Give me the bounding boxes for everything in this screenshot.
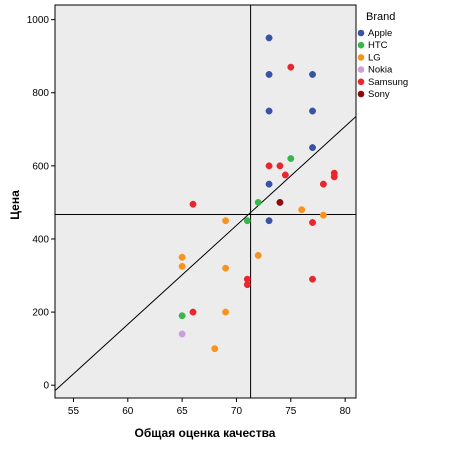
point-samsung	[281, 171, 289, 179]
legend-marker-lg	[357, 54, 365, 61]
legend-label-samsung: Samsung	[368, 77, 408, 88]
point-htc	[178, 312, 186, 320]
x-tick-label: 80	[340, 406, 352, 417]
legend-marker-apple	[357, 29, 365, 37]
point-samsung	[330, 173, 338, 181]
data-points	[178, 34, 338, 353]
fit-line-group	[55, 116, 356, 392]
y-tick-label: 600	[32, 161, 49, 172]
point-apple	[265, 34, 273, 42]
legend-label-apple: Apple	[368, 28, 392, 39]
y-tick-label: 0	[43, 381, 49, 392]
point-apple	[265, 107, 273, 115]
point-lg	[222, 217, 230, 225]
y-axis-ticks: 0 200 400 600 800 1000	[27, 15, 55, 392]
x-tick-label: 65	[177, 406, 189, 417]
point-nokia	[178, 330, 186, 338]
point-apple	[265, 217, 273, 225]
reference-lines	[55, 5, 356, 398]
point-apple	[309, 144, 316, 152]
x-axis-title: Общая оценка качества	[135, 426, 276, 440]
point-lg	[178, 253, 186, 261]
x-tick-label: 75	[285, 406, 297, 417]
x-axis-ticks: 55 60 65 70 75 80	[68, 398, 351, 417]
legend-label-sony: Sony	[368, 89, 390, 100]
x-tick-label: 60	[122, 406, 134, 417]
legend-marker-samsung	[357, 78, 365, 86]
point-lg	[298, 206, 306, 214]
point-sony	[276, 198, 284, 206]
point-apple	[265, 180, 273, 188]
point-samsung	[287, 63, 295, 71]
legend-label-nokia: Nokia	[368, 65, 393, 76]
point-lg	[319, 211, 327, 219]
legend-label-lg: LG	[368, 52, 381, 63]
y-axis-title: Цена	[8, 190, 22, 220]
fit-line	[55, 116, 356, 392]
point-apple	[265, 71, 273, 78]
legend-label-htc: HTC	[368, 40, 388, 51]
x-tick-label: 55	[68, 406, 80, 417]
point-samsung	[309, 275, 316, 283]
point-samsung	[243, 281, 251, 289]
y-tick-label: 1000	[27, 15, 50, 26]
point-samsung	[276, 162, 284, 170]
x-tick-label: 70	[231, 406, 243, 417]
y-tick-label: 200	[32, 308, 49, 319]
point-apple	[309, 71, 316, 78]
point-lg	[222, 308, 230, 316]
point-lg	[254, 251, 262, 259]
point-htc	[287, 155, 295, 162]
legend-marker-sony	[357, 90, 365, 98]
point-samsung	[265, 162, 273, 170]
y-tick-label: 800	[32, 88, 49, 99]
plot-area	[54, 4, 357, 399]
y-tick-label: 400	[32, 234, 49, 245]
point-samsung	[319, 180, 327, 188]
point-htc	[243, 217, 251, 225]
legend-marker-nokia	[357, 66, 365, 73]
legend-marker-htc	[357, 41, 365, 49]
point-samsung	[309, 219, 316, 226]
legend-title: Brand	[366, 11, 395, 23]
point-lg	[178, 262, 186, 270]
point-lg	[211, 345, 219, 353]
point-lg	[222, 264, 230, 272]
point-samsung	[189, 308, 197, 316]
point-htc	[254, 198, 262, 206]
point-apple	[309, 107, 316, 115]
point-samsung	[189, 200, 197, 208]
